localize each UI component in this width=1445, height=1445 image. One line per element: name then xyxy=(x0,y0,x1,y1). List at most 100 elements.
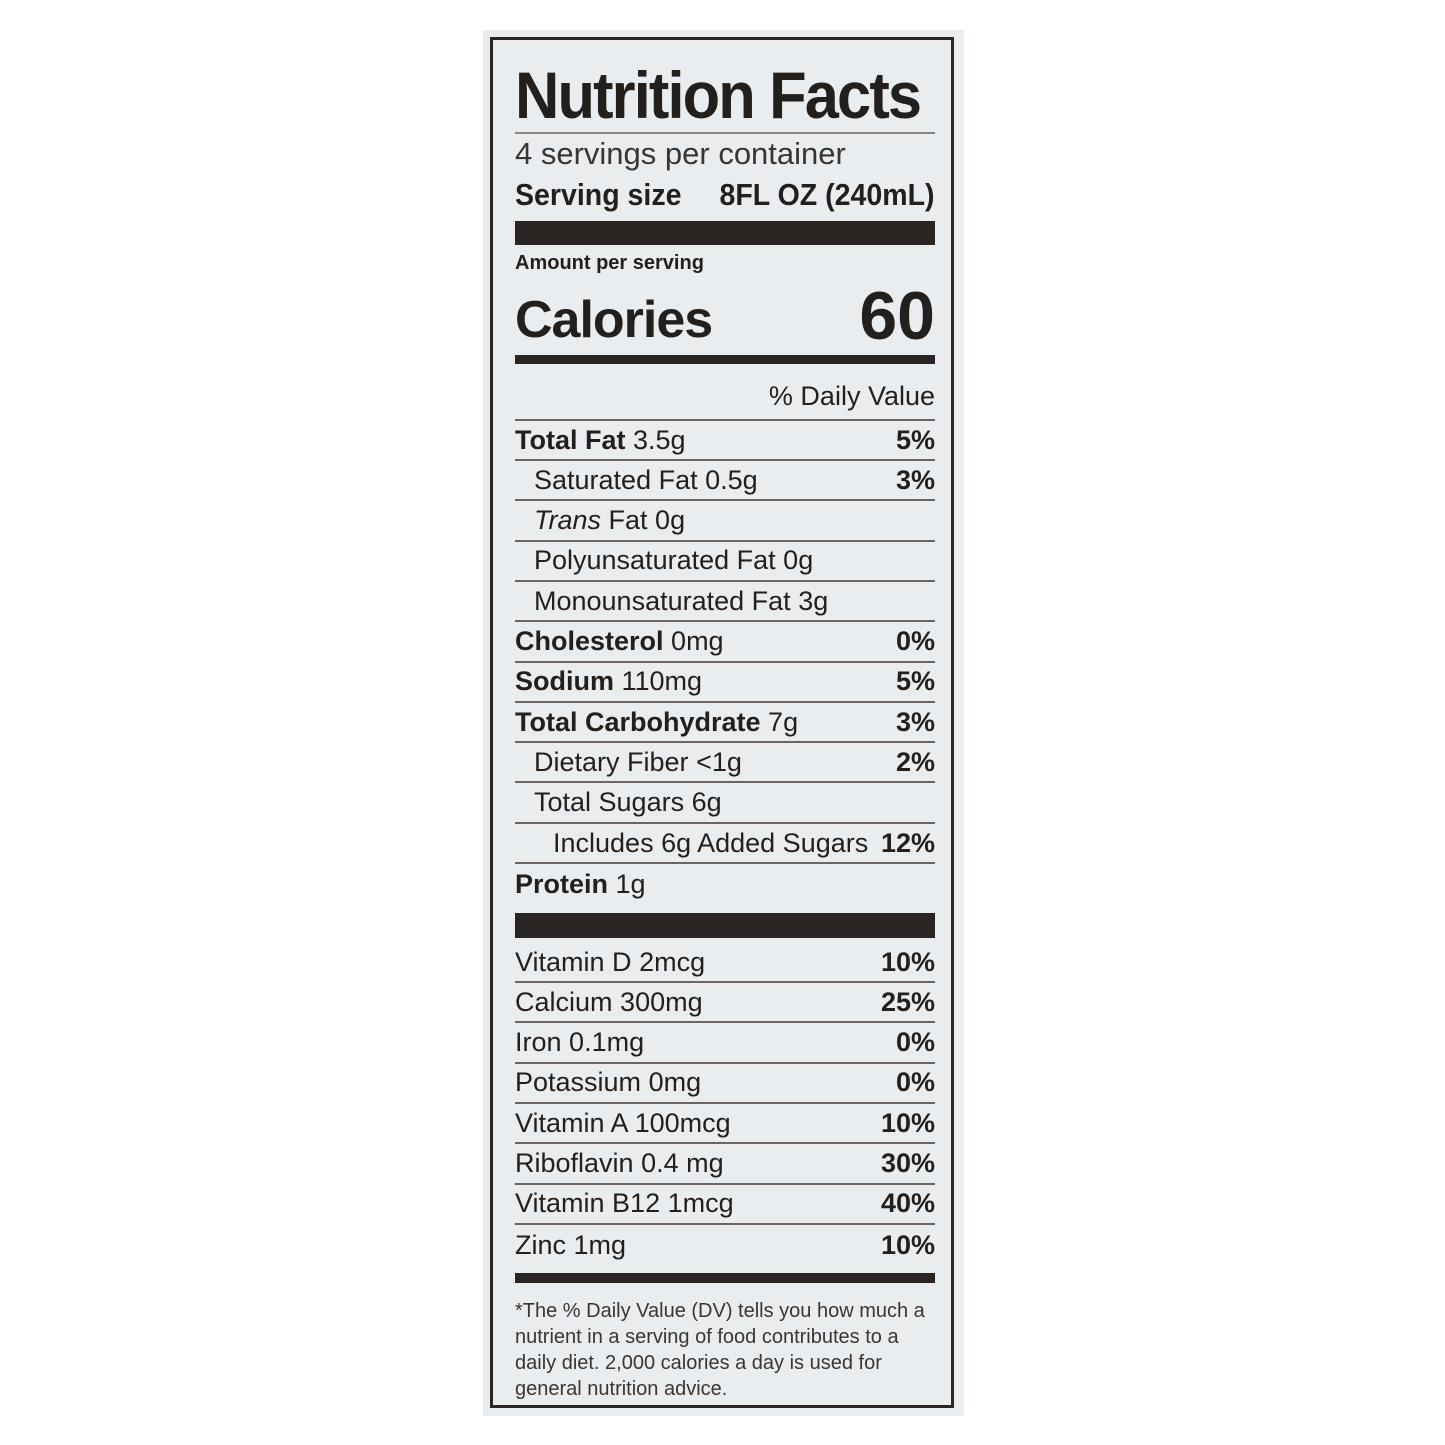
medium-divider xyxy=(515,355,935,364)
nutrient-row: Dietary Fiber <1g 2% xyxy=(515,743,935,784)
nutrient-amount: 0g xyxy=(655,505,686,536)
nutrient-label: Dietary Fiber <1g xyxy=(515,747,742,778)
vitamin-row: Vitamin A 100mcg 10% xyxy=(515,1104,935,1145)
vitamin-row: Vitamin D 2mcg 10% xyxy=(515,943,935,983)
vitamin-daily-value: 0% xyxy=(895,1067,935,1098)
nutrient-name: Monounsaturated Fat xyxy=(534,585,791,616)
nutrient-daily-value: 0% xyxy=(895,626,935,656)
vitamin-name: Vitamin B12 xyxy=(515,1188,661,1219)
nutrient-amount: 0g xyxy=(783,545,814,576)
nutrient-name: Trans Fat xyxy=(534,505,648,536)
nutrient-name: Total Fat xyxy=(515,424,626,455)
footnote: *The % Daily Value (DV) tells you how mu… xyxy=(515,1300,925,1400)
nutrient-amount: 3.5g xyxy=(633,424,686,455)
nutrient-label: Total Sugars 6g xyxy=(515,787,722,818)
nutrient-amount: 7g xyxy=(768,706,799,737)
nutrient-label: Trans Fat 0g xyxy=(515,505,685,536)
nutrient-amount: 3g xyxy=(798,585,829,616)
nutrient-label: Includes 6g Added Sugars xyxy=(515,828,868,859)
vitamin-amount: 0mg xyxy=(648,1067,702,1098)
vitamin-row: Vitamin B12 1mcg 40% xyxy=(515,1185,935,1225)
nutrient-name: Saturated Fat xyxy=(534,464,698,495)
vitamin-row: Potassium 0mg 0% xyxy=(515,1064,935,1104)
nutrient-amount: 0mg xyxy=(671,626,724,656)
vitamin-row: Calcium 300mg 25% xyxy=(515,983,935,1024)
vitamin-row: Iron 0.1mg 0% xyxy=(515,1024,935,1064)
vitamin-daily-value: 10% xyxy=(880,1229,935,1260)
nutrient-label: Polyunsaturated Fat 0g xyxy=(515,545,813,576)
vitamin-amount: 1mg xyxy=(573,1229,627,1260)
vitamin-amount: 0.4 mg xyxy=(641,1148,724,1178)
vitamin-name: Iron xyxy=(515,1027,562,1058)
nutrient-name: Protein xyxy=(515,868,609,899)
nutrient-name: Polyunsaturated Fat xyxy=(534,545,776,576)
nutrient-amount: 0.5g xyxy=(705,464,758,495)
nutrient-daily-value: 2% xyxy=(895,746,935,777)
vitamin-name: Potassium xyxy=(515,1067,642,1098)
calories-row: Calories 60 xyxy=(515,280,935,350)
nutrient-amount: <1g xyxy=(696,746,742,777)
nutrient-label: Saturated Fat 0.5g xyxy=(515,465,758,496)
nutrient-label: Sodium 110mg xyxy=(515,666,702,697)
nutrient-daily-value: 3% xyxy=(895,706,935,737)
vitamin-name: Riboflavin xyxy=(515,1148,634,1178)
medium-divider xyxy=(515,1273,935,1283)
vitamin-row: Zinc 1mg 10% xyxy=(515,1225,935,1265)
vitamin-daily-value: 10% xyxy=(880,1107,935,1138)
calories-value: 60 xyxy=(859,278,935,354)
nutrient-name: Cholesterol xyxy=(515,626,664,656)
vitamin-name: Vitamin D xyxy=(515,946,632,977)
serving-size-value: 8FL OZ (240mL) xyxy=(719,177,935,212)
vitamin-label: Riboflavin 0.4 mg xyxy=(515,1148,724,1179)
label-border: Nutrition Facts 4 servings per container… xyxy=(490,37,954,1408)
vitamin-label: Calcium 300mg xyxy=(515,987,703,1018)
label-title: Nutrition Facts xyxy=(515,58,922,132)
thick-divider xyxy=(515,221,935,245)
nutrient-amount: 6g xyxy=(691,787,722,818)
nutrient-name: Sodium xyxy=(515,666,614,697)
nutrient-daily-value: 3% xyxy=(895,464,935,495)
vitamin-amount: 100mcg xyxy=(634,1107,731,1138)
nutrient-name: Total Carbohydrate xyxy=(515,706,761,737)
nutrient-daily-value: 5% xyxy=(895,666,935,697)
vitamin-label: Potassium 0mg xyxy=(515,1067,701,1098)
nutrient-row: Total Fat 3.5g 5% xyxy=(515,421,935,461)
nutrient-name: Includes 6g Added Sugars xyxy=(553,827,869,858)
nutrient-label: Total Carbohydrate 7g xyxy=(515,707,798,738)
vitamin-amount: 300mg xyxy=(620,986,703,1017)
nutrient-row: Sodium 110mg 5% xyxy=(515,663,935,703)
nutrient-label: Cholesterol 0mg xyxy=(515,626,724,657)
daily-value-header: % Daily Value xyxy=(768,381,935,411)
vitamin-name: Zinc xyxy=(515,1229,567,1260)
vitamin-label: Vitamin D 2mcg xyxy=(515,947,705,978)
nutrient-row: Monounsaturated Fat 3g xyxy=(515,582,935,623)
nutrient-amount: 1g xyxy=(615,868,646,899)
vitamin-daily-value: 30% xyxy=(880,1148,935,1178)
nutrient-amount: 110mg xyxy=(621,666,703,697)
divider xyxy=(515,132,935,134)
vitamin-amount: 1mcg xyxy=(667,1188,734,1219)
vitamin-daily-value: 0% xyxy=(895,1027,935,1058)
nutrient-label: Total Fat 3.5g xyxy=(515,425,686,456)
servings-per-container: 4 servings per container xyxy=(515,136,846,171)
vitamin-daily-value: 10% xyxy=(880,946,935,977)
nutrient-row: Saturated Fat 0.5g 3% xyxy=(515,461,935,502)
vitamin-label: Vitamin B12 1mcg xyxy=(515,1188,734,1219)
vitamin-amount: 0.1mg xyxy=(569,1027,645,1058)
nutrient-name: Total Sugars xyxy=(534,787,685,818)
thick-divider xyxy=(515,913,935,938)
vitamin-label: Zinc 1mg xyxy=(515,1230,626,1261)
nutrient-row: Total Carbohydrate 7g 3% xyxy=(515,703,935,744)
vitamin-amount: 2mcg xyxy=(639,946,706,977)
nutrient-row: Includes 6g Added Sugars 12% xyxy=(515,824,935,864)
vitamin-daily-value: 25% xyxy=(880,986,935,1017)
nutrition-label: Nutrition Facts 4 servings per container… xyxy=(483,30,964,1416)
vitamin-label: Iron 0.1mg xyxy=(515,1027,644,1058)
nutrient-row: Trans Fat 0g xyxy=(515,502,935,542)
vitamin-name: Vitamin A xyxy=(515,1107,628,1138)
nutrient-row: Cholesterol 0mg 0% xyxy=(515,623,935,663)
nutrient-daily-value: 12% xyxy=(880,827,935,858)
calories-label: Calories xyxy=(515,291,713,349)
nutrient-row: Polyunsaturated Fat 0g xyxy=(515,542,935,582)
vitamin-row: Riboflavin 0.4 mg 30% xyxy=(515,1145,935,1185)
